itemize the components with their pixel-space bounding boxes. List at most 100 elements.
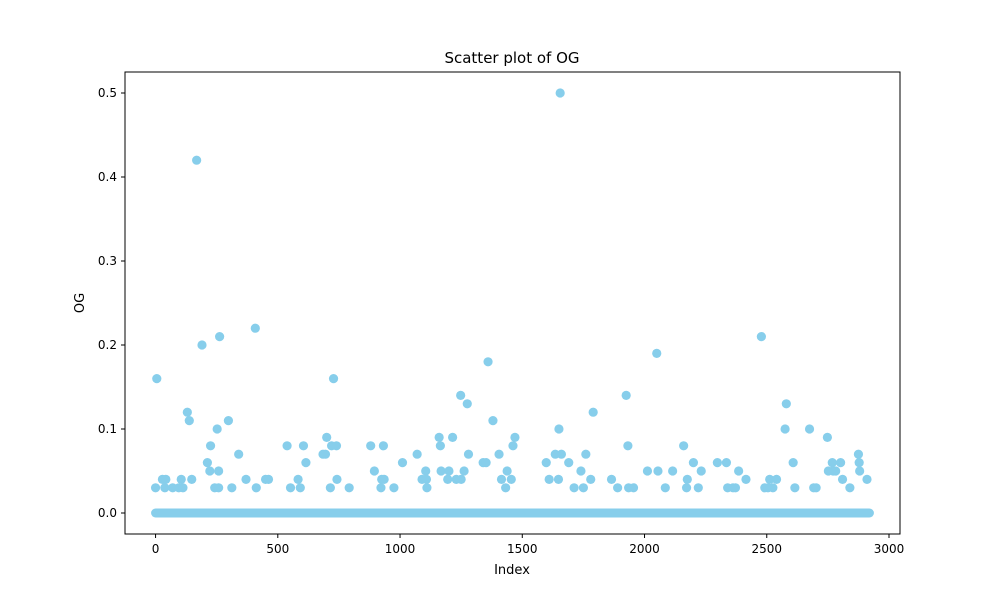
data-point (554, 424, 564, 434)
data-point (301, 458, 311, 468)
y-tick-label: 0.1 (98, 422, 117, 436)
data-point (501, 483, 511, 493)
data-point (184, 416, 194, 426)
x-tick-label: 500 (266, 542, 289, 556)
data-point (555, 88, 565, 98)
data-point (831, 466, 841, 476)
data-point (263, 474, 274, 484)
y-tick-label: 0.3 (98, 254, 117, 268)
data-point (653, 466, 663, 476)
x-tick-label: 2500 (751, 542, 782, 556)
data-point (679, 441, 689, 451)
data-point (421, 474, 432, 484)
data-point (421, 466, 431, 476)
data-point (765, 474, 775, 484)
data-point (628, 483, 639, 493)
data-point (613, 483, 623, 493)
data-point (462, 399, 472, 409)
data-point (282, 441, 292, 451)
data-point (214, 483, 224, 493)
data-point (862, 474, 872, 484)
data-point (660, 483, 670, 493)
x-tick-label: 2000 (629, 542, 660, 556)
chart-title: Scatter plot of OG (444, 49, 579, 67)
data-point (378, 441, 389, 451)
data-point (293, 474, 303, 484)
data-point (322, 432, 332, 442)
data-point (161, 474, 171, 484)
data-point (780, 424, 790, 434)
data-point (192, 155, 202, 165)
x-axis: 0 500 1000 1500 2000 2500 3000 (152, 534, 905, 556)
data-point (150, 483, 161, 493)
data-point (227, 483, 237, 493)
data-point (553, 474, 564, 484)
x-tick-label: 3000 (874, 542, 905, 556)
y-axis-label: OG (73, 293, 88, 313)
data-point (730, 483, 741, 493)
data-point (855, 466, 865, 476)
data-point (576, 466, 586, 476)
data-point (412, 449, 422, 459)
data-point (682, 474, 692, 484)
data-point (578, 483, 588, 493)
data-point (376, 483, 386, 493)
data-point (488, 416, 498, 426)
data-point (444, 466, 454, 476)
data-point (506, 474, 516, 484)
data-point (827, 458, 837, 468)
data-point (285, 483, 296, 493)
y-axis: 0.0 0.1 0.2 0.3 0.4 0.5 (98, 86, 125, 520)
data-point (436, 466, 446, 476)
data-point (811, 483, 821, 493)
data-point (668, 466, 678, 476)
data-point (456, 390, 466, 400)
data-point (652, 348, 662, 358)
data-point (366, 441, 376, 451)
data-point (771, 474, 782, 484)
data-point (564, 458, 574, 468)
data-point (756, 332, 766, 342)
data-point (822, 432, 832, 442)
x-axis-label: Index (494, 563, 530, 578)
data-point (621, 390, 631, 400)
data-point (160, 483, 170, 493)
x-tick-label: 0 (152, 542, 160, 556)
data-point (510, 432, 520, 442)
data-point (443, 474, 453, 484)
data-point (781, 399, 791, 409)
data-point (693, 483, 703, 493)
data-point (205, 441, 216, 451)
data-point (508, 441, 518, 451)
data-point (768, 483, 778, 493)
y-tick-label: 0.4 (98, 170, 117, 184)
data-point (250, 323, 260, 333)
data-point (152, 374, 162, 384)
data-point (456, 474, 466, 484)
data-point (369, 466, 379, 476)
data-point (502, 466, 512, 476)
data-point (320, 449, 331, 459)
data-point (234, 449, 244, 459)
data-point (483, 357, 493, 367)
data-point (295, 483, 305, 493)
data-point (448, 432, 458, 442)
data-point (788, 458, 798, 468)
data-point (389, 483, 399, 493)
data-point (681, 483, 692, 493)
data-point (541, 458, 551, 468)
data-point (853, 449, 864, 459)
data-point (606, 474, 617, 484)
data-point (845, 483, 855, 493)
data-point (434, 432, 444, 442)
data-point (212, 424, 222, 434)
data-point (379, 474, 389, 484)
data-point (422, 483, 432, 493)
data-point (182, 407, 192, 417)
data-point (642, 466, 653, 476)
x-tick-label: 1000 (385, 542, 416, 556)
data-point (721, 458, 732, 468)
y-tick-label: 0.5 (98, 86, 117, 100)
